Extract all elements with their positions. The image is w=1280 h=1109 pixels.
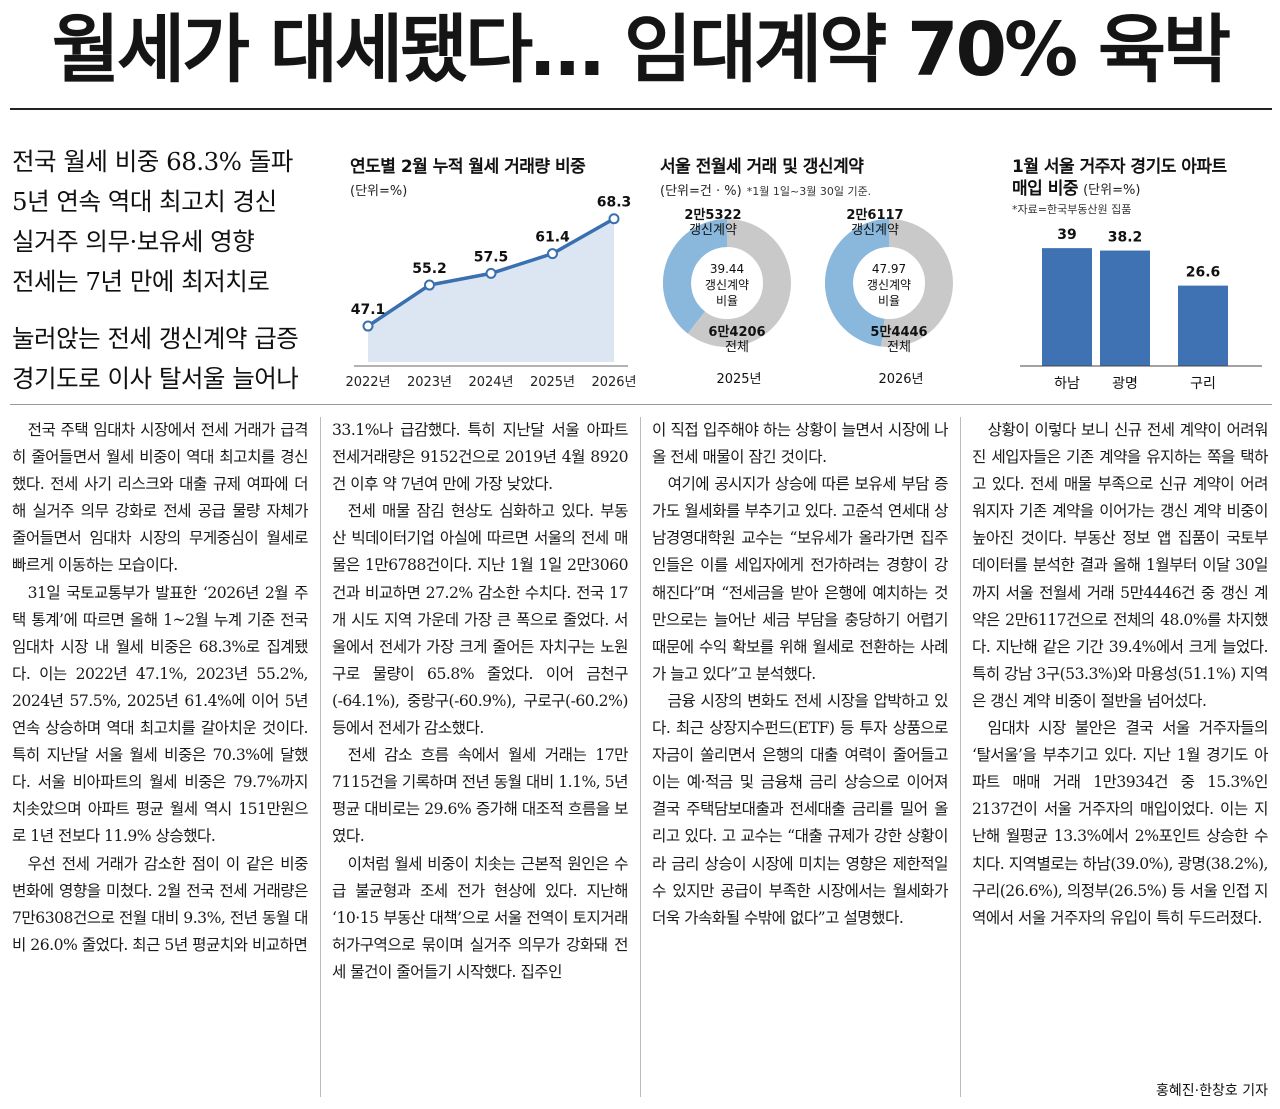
chart1-value-label: 57.5 [474,249,509,265]
chart1-x-tick-label: 2022년 [345,375,390,390]
article-column-4: 상황이 이렇다 보니 신규 전세 계약이 어려워진 세입자들은 기존 계약을 유… [972,417,1269,932]
paragraph: 상황이 이렇다 보니 신규 전세 계약이 어려워진 세입자들은 기존 계약을 유… [972,421,1269,710]
column-divider [640,417,641,1097]
chart1-x-tick-label: 2025년 [530,375,575,390]
chart1-point [485,267,497,279]
chart2-svg: 2만5322갱신계약39.44갱신계약비율6만4206전체2025년2만6117… [663,207,953,387]
chart3-value-label: 39 [1057,227,1076,243]
chart1-title: 연도별 2월 누적 월세 거래량 비중 [350,157,586,177]
donut-total-value: 6만4206 [708,324,765,340]
paragraph: 여기에 공시지가 상승에 따른 보유세 부담 증가도 월세화를 부추기고 있다.… [652,475,949,683]
donut-renewal-slice [663,219,727,334]
article-column-3: 이 직접 입주해야 하는 상황이 늘면서 시장에 나올 전세 매물이 잠긴 것이… [652,417,949,932]
column-divider [320,417,321,1097]
article-column-2: 33.1%나 급감했다. 특히 지난달 서울 아파트 전세거래량은 9152건으… [332,417,629,986]
chart1-x-tick-label: 2023년 [407,375,452,390]
donut-renewal-value: 2만6117 [846,207,903,223]
paragraph: 전국 주택 임대차 시장에서 전세 거래가 급격히 줄어들면서 월세 비중이 역… [12,421,309,575]
paragraph: 전세 감소 흐름 속에서 월세 거래는 17만7115건을 기록하며 전년 동월… [332,746,629,846]
donut-center-value: 39.44 [710,262,744,276]
donut-center-label: 비율 [878,294,900,308]
headline-rule [10,108,1272,110]
chart1-value-label: 47.1 [351,302,386,318]
chart1-x-tick-label: 2026년 [591,375,636,390]
headline: 월세가 대세됐다… 임대계약 70% 육박 [51,7,1231,93]
paragraph: 우선 전세 거래가 감소한 점이 이 같은 비중 변화에 영향을 미쳤다. 2월… [12,854,309,954]
chart1-point [547,248,558,260]
chart3-title-line2: 매입 비중 [1012,179,1078,199]
chart3-bar [1042,248,1092,366]
chart2-title: 서울 전월세 거래 및 갱신계약 [660,157,864,177]
subhead-4: 전세는 7년 만에 최저치로 [12,267,270,296]
donut-renewal-slice [825,219,889,347]
subhead-3: 실거주 의무·보유세 영향 [12,227,255,256]
chart1-value-label: 68.3 [597,195,632,211]
paragraph: 임대차 시장 불안은 결국 서울 거주자들의 ‘탈서울’을 부추기고 있다. 지… [972,719,1269,927]
paragraph: 33.1%나 급감했다. 특히 지난달 서울 아파트 전세거래량은 9152건으… [332,421,629,494]
paragraph: 31일 국토교통부가 발표한 ‘2026년 2월 주택 통계’에 따르면 올해 … [12,583,309,846]
chart1-unit: (단위=%) [350,184,408,199]
chart1-value-label: 55.2 [412,261,447,277]
chart3-bar [1100,250,1150,366]
subheads: 전국 월세 비중 68.3% 돌파 5년 연속 역대 최고치 경신 실거주 의무… [12,142,312,399]
chart3-note: *자료=한국부동산원 집품 [1012,203,1132,216]
donut-renewal-label: 갱신계약 [689,223,737,238]
subhead-5: 눌러앉는 전세 갱신계약 급증 [12,324,299,353]
donut-total-label: 전체 [725,340,749,355]
donut-center-label: 비율 [716,294,738,308]
donut-total-value: 5만4446 [870,324,927,340]
chart3-value-label: 26.6 [1186,265,1221,281]
column-divider [960,417,961,1097]
donut-center-value: 47.97 [872,262,906,276]
donut-renewal-label: 갱신계약 [851,223,899,238]
paragraph: 이 직접 입주해야 하는 상황이 늘면서 시장에 나올 전세 매물이 잠긴 것이… [652,421,949,467]
paragraph: 전세 매물 잠김 현상도 심화하고 있다. 부동산 빅데이터기업 아실에 따르면… [332,502,629,738]
article-column-1: 전국 주택 임대차 시장에서 전세 거래가 급격히 줄어들면서 월세 비중이 역… [12,417,309,959]
chart1-point [362,320,374,332]
section-rule [10,404,1272,405]
donut-total-label: 전체 [887,340,911,355]
chart-seoul-renewal: 서울 전월세 거래 및 갱신계약 (단위=건 · %) *1월 1일~3월 30… [655,150,955,395]
paragraph: 이처럼 월세 비중이 치솟는 근본적 원인은 수급 불균형과 조세 전가 현상에… [332,854,629,981]
donut-year-label: 2026년 [878,372,923,387]
chart3-svg: 39 하남 38.2 광명 26.6 구리 [1020,227,1262,392]
subhead-2: 5년 연속 역대 최고치 경신 [12,187,277,216]
byline: 홍혜진·한창호 기자 [1156,1083,1268,1099]
chart1-x-tick-label: 2024년 [468,375,513,390]
donut-center-label: 갱신계약 [867,277,911,292]
donut-year-label: 2025년 [716,372,761,387]
chart1-point [424,279,435,291]
chart3-x-tick-label: 하남 [1054,376,1080,392]
chart3-unit: (단위=%) [1083,183,1141,198]
chart3-bar [1178,285,1228,366]
chart1-svg: 47.1 2022년 55.2 2023년 57.5 2024년 61.4 2025년 68.3… [345,195,636,390]
donut-renewal-value: 2만5322 [684,207,741,223]
chart3-value-label: 38.2 [1108,230,1143,246]
chart3-title-line1: 1월 서울 거주자 경기도 아파트 [1012,157,1227,177]
chart-gyeonggi-purchase: 1월 서울 거주자 경기도 아파트 매입 비중 (단위=%) *자료=한국부동산… [1000,150,1270,395]
subhead-6: 경기도로 이사 탈서울 늘어나 [12,364,299,393]
chart3-x-tick-label: 구리 [1190,376,1216,392]
donut-center-label: 갱신계약 [705,277,749,292]
chart3-x-tick-label: 광명 [1112,376,1138,392]
chart2-note: *1월 1일~3월 30일 기준. [746,185,872,198]
chart-monthly-rent-share: 연도별 2월 누적 월세 거래량 비중 (단위=%) 47.1 2022년 55.2… [340,150,640,395]
chart1-point [608,213,620,225]
chart1-value-label: 61.4 [535,230,570,246]
paragraph: 금융 시장의 변화도 전세 시장을 압박하고 있다. 최근 상장지수펀드(ETF… [652,691,949,927]
chart2-unit: (단위=건 · %) [660,184,742,199]
subhead-1: 전국 월세 비중 68.3% 돌파 [12,147,293,176]
